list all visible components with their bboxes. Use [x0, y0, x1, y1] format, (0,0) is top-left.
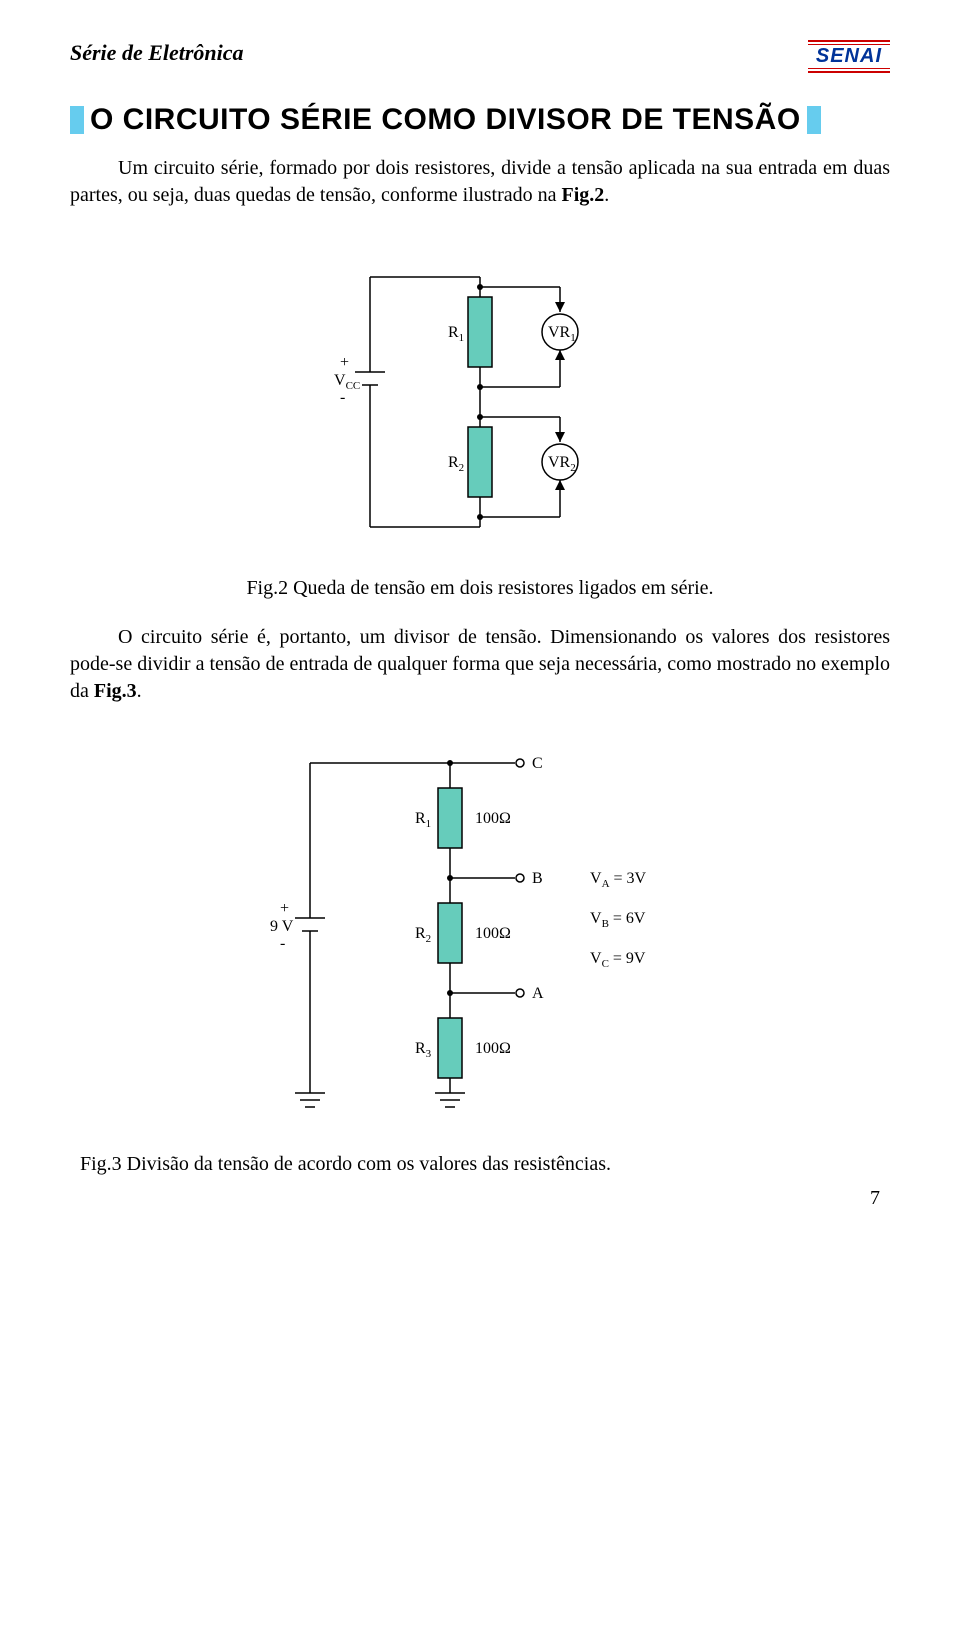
fig3-r1val: 100Ω — [475, 810, 511, 827]
paragraph-1: Um circuito série, formado por dois resi… — [70, 155, 890, 209]
page-number: 7 — [870, 1187, 880, 1210]
fig2-plus: + — [340, 354, 349, 371]
fig3-src: 9 V — [270, 918, 294, 935]
para1-figref: Fig.2 — [562, 184, 605, 206]
title-accent-right — [807, 106, 821, 134]
para2-text-c: . — [137, 680, 142, 702]
para2-figref: Fig.3 — [94, 680, 137, 702]
fig3-node-b: B — [532, 870, 543, 887]
title-accent-left — [70, 106, 84, 134]
para2-text-a: O circuito série é, portanto, um divisor… — [70, 626, 890, 702]
fig3-node-a: A — [532, 985, 544, 1002]
logo-text: SENAI — [808, 44, 890, 69]
fig3-r1: R1 — [415, 810, 431, 830]
fig3-node-c: C — [532, 755, 543, 772]
fig2-vcc: VCC — [334, 372, 360, 392]
fig2-r1: R1 — [448, 324, 464, 344]
main-title: O CIRCUITO SÉRIE COMO DIVISOR DE TENSÃO — [90, 103, 801, 137]
fig3-r2val: 100Ω — [475, 925, 511, 942]
para1-text-c: . — [604, 184, 609, 206]
figure-3-diagram: + - 9 V C R1 100Ω B R2 100Ω A R3 100Ω VA… — [220, 723, 740, 1143]
caption-fig2: Fig.2 Queda de tensão em dois resistores… — [70, 577, 890, 600]
fig2-r2: R2 — [448, 454, 464, 474]
fig3-vc: VC = 9V — [590, 950, 646, 970]
main-title-row: O CIRCUITO SÉRIE COMO DIVISOR DE TENSÃO — [70, 103, 890, 137]
fig2-vr1: VR1 — [548, 324, 576, 344]
fig3-vb: VB = 6V — [590, 910, 646, 930]
fig2-minus: - — [340, 389, 345, 406]
paragraph-2: O circuito série é, portanto, um divisor… — [70, 624, 890, 705]
fig3-r3: R3 — [415, 1040, 432, 1060]
figure-2-diagram: + - VCC R1 R2 VR1 VR2 — [300, 227, 660, 567]
logo: SENAI — [808, 40, 890, 73]
series-title: Série de Eletrônica — [70, 40, 244, 66]
fig3-minus: - — [280, 935, 285, 952]
fig3-plus: + — [280, 900, 289, 917]
para1-text-a: Um circuito série, formado por dois resi… — [70, 157, 890, 206]
page-header: Série de Eletrônica SENAI — [70, 40, 890, 73]
fig3-va: VA = 3V — [590, 870, 647, 890]
fig2-vr2: VR2 — [548, 454, 576, 474]
caption-fig3: Fig.3 Divisão da tensão de acordo com os… — [80, 1153, 890, 1176]
fig3-r2: R2 — [415, 925, 431, 945]
fig3-r3val: 100Ω — [475, 1040, 511, 1057]
